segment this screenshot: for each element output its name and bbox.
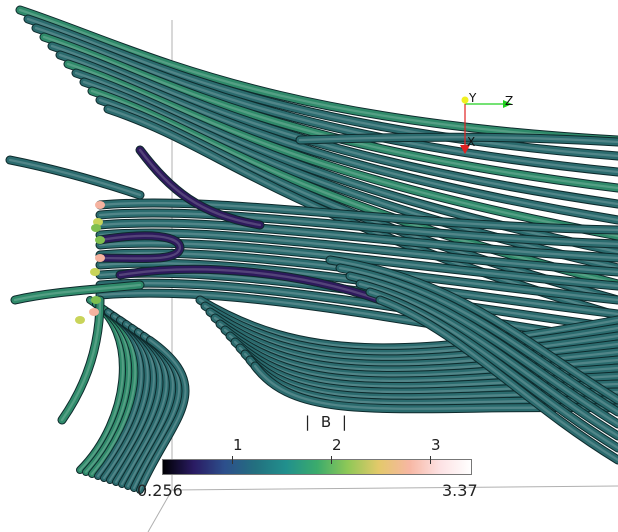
colorbar-tick-label-2: 2 [332, 436, 342, 454]
streamline-tube-49 [326, 256, 618, 404]
streamline-tube-51 [346, 272, 618, 428]
streamline-tube-18 [96, 249, 618, 304]
streamline-tube-18-highlight [98, 251, 618, 302]
streamline-tube-55 [6, 156, 144, 199]
streamline-tube-25 [116, 265, 384, 304]
y-axis-label: Y [468, 91, 477, 105]
streamline-tube-5 [56, 51, 618, 224]
streamline-tube-2 [32, 24, 618, 176]
streamline-tip-8 [91, 224, 101, 232]
streamline-tube-15-highlight [98, 221, 618, 260]
streamline-tube-36 [137, 337, 189, 493]
y-axis-arrow [461, 96, 469, 104]
streamline-tube-13-highlight [98, 201, 618, 232]
colorbar-tick-label-1: 1 [233, 436, 243, 454]
streamline-tube-17-highlight [98, 241, 618, 288]
streamline-tube-24-highlight [138, 148, 262, 227]
streamline-tube-4 [48, 42, 618, 208]
streamline-tube-50-highlight [338, 266, 618, 414]
streamline-tube-4-highlight [50, 44, 618, 206]
streamline-tube-19 [96, 259, 618, 318]
streamline-tube-56 [11, 281, 144, 304]
streamline-tube-23-highlight [98, 234, 182, 260]
streamline-tube-13 [96, 199, 618, 234]
streamline-tube-12 [296, 133, 618, 146]
streamline-tip-5 [91, 296, 101, 304]
streamline-tube-0-highlight [18, 8, 618, 142]
streamline-tube-6 [64, 60, 618, 240]
orientation-axes[interactable]: Y Z X [450, 88, 530, 160]
streamline-tube-21-highlight [98, 281, 618, 344]
streamline-tube-24 [136, 146, 264, 229]
x-axis-arrow [460, 145, 470, 154]
streamline-tube-53-highlight [368, 290, 618, 450]
streamline-tube-19-highlight [98, 261, 618, 316]
field-line-tubes [5, 5, 618, 494]
streamline-tube-23 [96, 232, 184, 263]
streamline-tube-49-highlight [328, 258, 618, 402]
z-axis-label: Z [505, 94, 513, 108]
streamline-tube-5-highlight [58, 53, 618, 222]
streamline-tube-15 [96, 219, 618, 262]
streamline-tube-2-highlight [34, 26, 618, 174]
streamline-tube-6-highlight [66, 62, 618, 238]
streamline-tip-4 [90, 268, 100, 276]
streamline-tube-36-highlight [139, 339, 187, 491]
colorbar-max-label: 3.37 [442, 481, 478, 500]
streamline-tip-0 [95, 201, 105, 209]
colorbar-title: | B | [305, 413, 350, 431]
x-axis-label: X [467, 135, 475, 149]
streamline-tube-51-highlight [348, 274, 618, 426]
colorbar-tick-1 [232, 456, 233, 464]
colorbar-gradient [162, 459, 472, 475]
streamline-tube-52 [356, 280, 618, 440]
streamline-tip-7 [75, 316, 85, 324]
streamline-tube-54-highlight [378, 298, 618, 462]
streamline-tip-2 [95, 236, 105, 244]
streamline-tube-3 [40, 33, 618, 192]
streamline-tube-12-highlight [298, 136, 618, 144]
streamline-tube-56-highlight [13, 283, 142, 302]
colorbar-tick-label-3: 3 [431, 436, 441, 454]
streamline-tube-55-highlight [8, 158, 142, 197]
streamline-tube-57 [58, 296, 104, 424]
streamline-tube-54 [376, 296, 618, 464]
colorbar-tick-3 [430, 456, 431, 464]
streamline-tube-14-highlight [98, 211, 618, 246]
z-axis-arrow [503, 100, 512, 108]
streamline-tube-50 [336, 264, 618, 416]
colorbar-tick-2 [331, 456, 332, 464]
streamline-tube-21 [96, 279, 618, 346]
colorbar-min-label: 0.256 [137, 481, 183, 500]
streamline-tip-1 [93, 218, 103, 226]
streamline-tube-52-highlight [358, 282, 618, 438]
streamline-tip-6 [89, 308, 99, 316]
streamline-tube-25-highlight [118, 268, 382, 302]
streamline-tip-3 [95, 254, 105, 262]
streamline-tube-0 [16, 6, 618, 144]
streamline-tube-17 [96, 239, 618, 290]
streamline-tube-14 [96, 209, 618, 248]
streamline-tube-3-highlight [42, 35, 618, 190]
streamline-tube-53 [366, 288, 618, 452]
streamline-tube-57-highlight [60, 298, 102, 422]
